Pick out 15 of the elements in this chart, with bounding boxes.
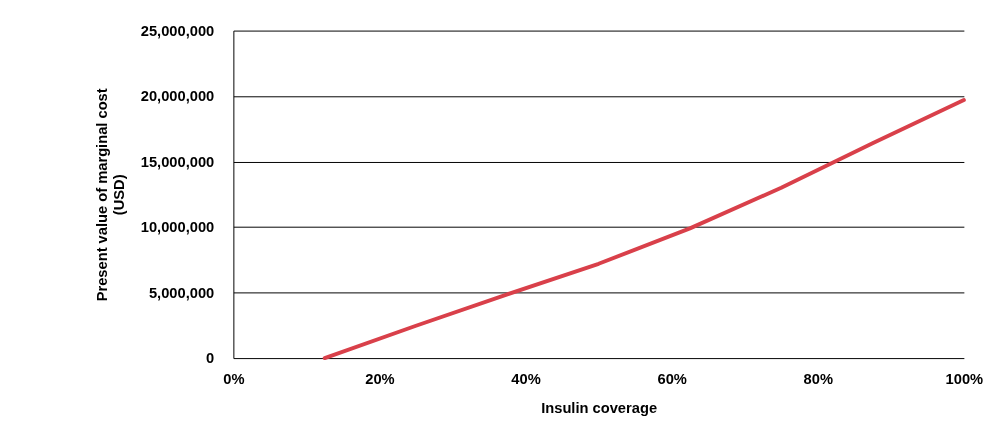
x-axis-title: Insulin coverage bbox=[541, 399, 658, 416]
y-axis-title: Present value of marginal cost (USD) bbox=[94, 88, 127, 302]
y-tick-label: 25,000,000 bbox=[140, 22, 215, 39]
x-tick-label: 20% bbox=[365, 371, 395, 388]
x-tick-label: 0% bbox=[223, 371, 245, 388]
x-tick-label: 60% bbox=[657, 371, 687, 388]
y-tick-label: 20,000,000 bbox=[140, 88, 215, 105]
x-tick-label: 100% bbox=[945, 371, 984, 388]
y-tick-label: 0 bbox=[206, 350, 215, 367]
x-tick-label: 80% bbox=[803, 371, 833, 388]
line-series bbox=[322, 98, 966, 361]
x-tick-label: 40% bbox=[511, 371, 541, 388]
y-tick-label: 5,000,000 bbox=[148, 284, 215, 301]
y-tick-label: 15,000,000 bbox=[140, 153, 215, 170]
y-tick-label: 10,000,000 bbox=[140, 219, 215, 236]
